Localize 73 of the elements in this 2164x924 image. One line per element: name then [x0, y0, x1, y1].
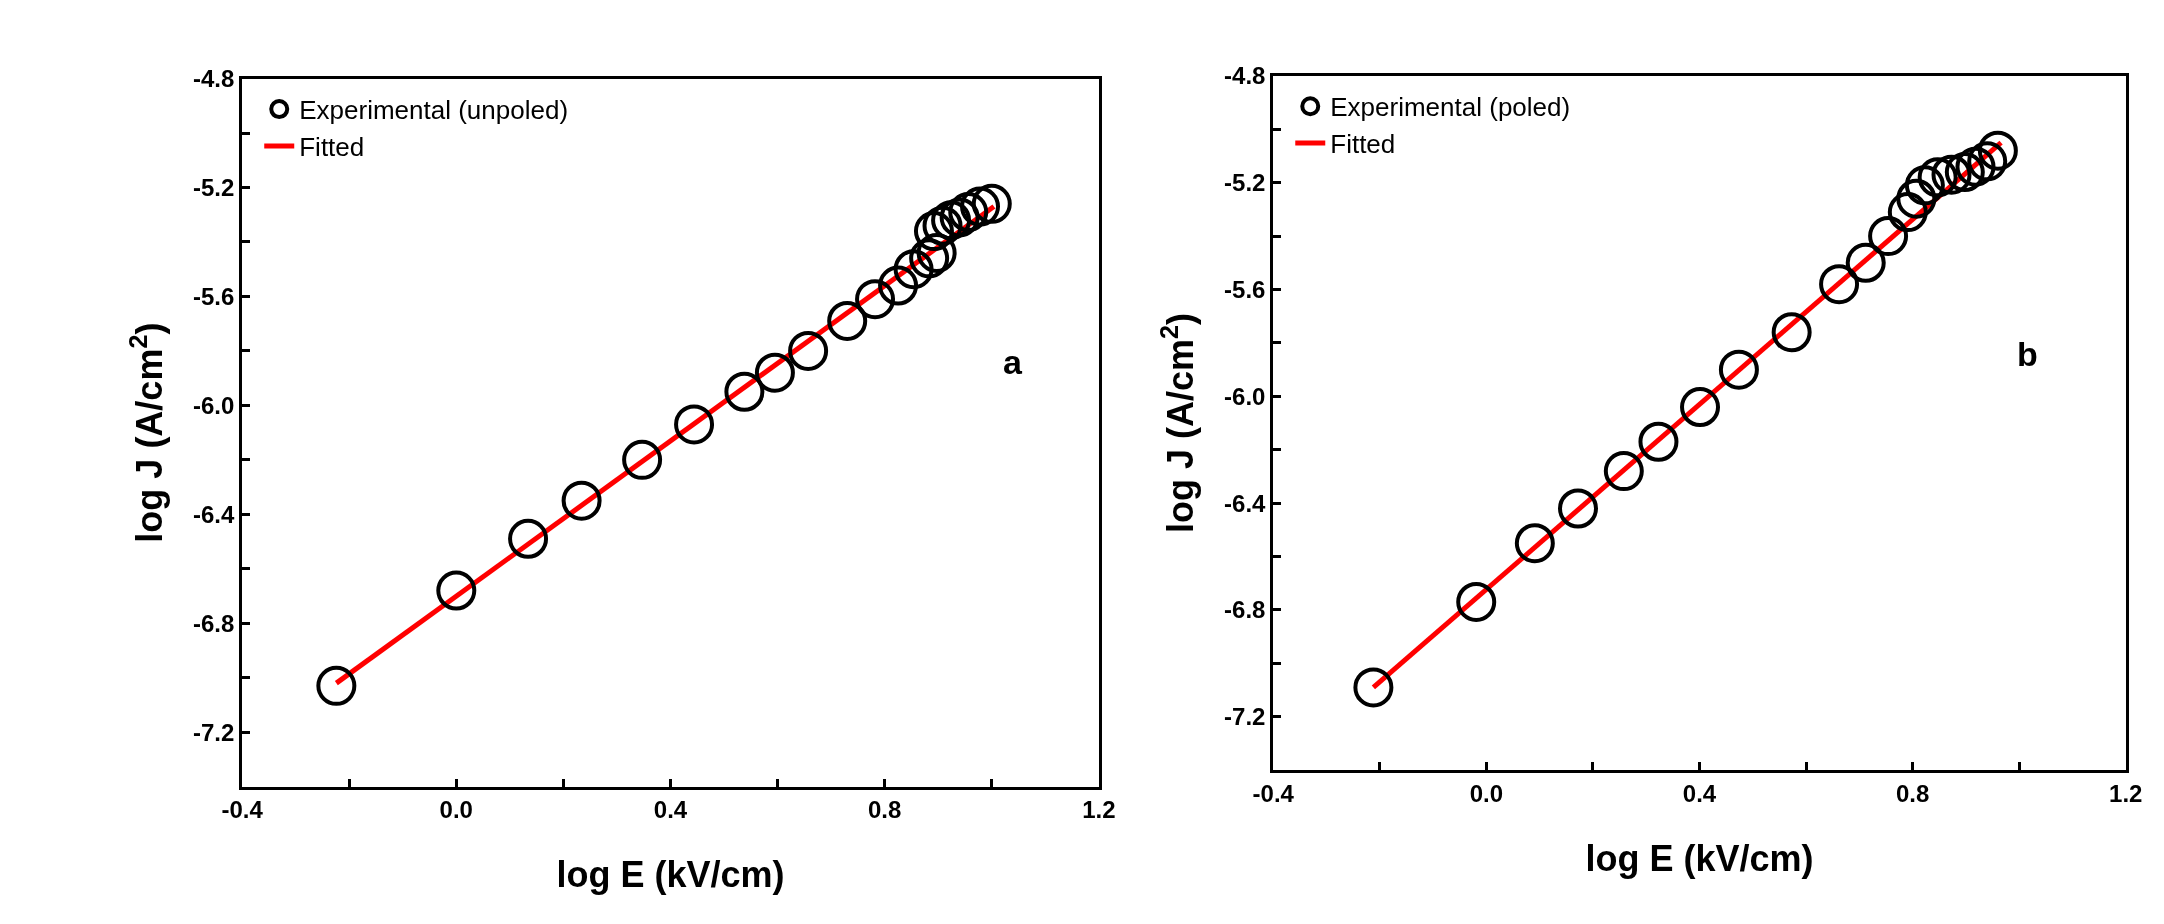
y-tick-label: -5.2 — [1224, 169, 1266, 197]
point — [1845, 242, 1886, 283]
point — [1718, 349, 1759, 390]
x-tick-label: 0.4 — [653, 796, 688, 824]
point — [674, 404, 715, 445]
point — [948, 192, 989, 233]
point — [561, 480, 602, 521]
x-tick-label: 0.8 — [1895, 780, 1930, 808]
annotation: a — [1003, 343, 1023, 381]
point — [1967, 141, 2008, 182]
legend-label: Experimental (poled) — [1330, 92, 1571, 123]
y-tick-label: -7.2 — [192, 718, 235, 746]
point — [1353, 667, 1394, 708]
point — [1638, 421, 1679, 462]
point — [1603, 451, 1644, 492]
y-tick-label: -6.0 — [192, 391, 235, 419]
point — [1896, 178, 1937, 219]
point — [1977, 130, 2018, 171]
y-tick-label: -5.6 — [1224, 275, 1266, 303]
x-tick-label: 0.0 — [1469, 780, 1504, 808]
point — [1771, 312, 1812, 353]
point — [913, 211, 954, 252]
y-tick-label: -6.4 — [1224, 489, 1267, 517]
point — [1680, 387, 1721, 427]
legend-label: Experimental (unpoled) — [299, 95, 569, 126]
point — [1931, 154, 1972, 195]
x-tick-label: -0.4 — [1252, 780, 1295, 808]
point — [893, 249, 934, 290]
x-tick-label: 0.8 — [868, 796, 902, 824]
point — [971, 183, 1012, 224]
y-tick-label: -6.0 — [1224, 382, 1266, 410]
x-axis-title: log E (kV/cm) — [556, 854, 785, 896]
point — [724, 371, 765, 412]
point — [1456, 581, 1497, 622]
point — [1944, 152, 1985, 192]
x-tick-label: 1.2 — [2109, 780, 2143, 808]
point — [909, 238, 950, 279]
x-tick-label: 1.2 — [1082, 796, 1116, 824]
point — [1955, 146, 1996, 187]
point — [827, 300, 868, 341]
point — [855, 279, 896, 320]
y-tick-label: -5.6 — [192, 282, 235, 310]
x-tick-label: -0.4 — [221, 796, 264, 824]
point — [1887, 192, 1928, 233]
point — [1819, 264, 1860, 305]
point — [1904, 165, 1945, 206]
y-tick-label: -6.8 — [192, 609, 235, 637]
x-tick-label: 0.4 — [1682, 780, 1717, 808]
y-tick-label: -5.2 — [192, 173, 235, 201]
y-tick-label: -6.4 — [192, 500, 235, 528]
legend-label: Fitted — [1330, 129, 1396, 160]
point — [960, 186, 1000, 227]
x-tick-label: 0.0 — [439, 796, 473, 824]
point — [754, 352, 795, 393]
point — [1868, 216, 1909, 257]
y-tick-label: -4.8 — [1224, 62, 1266, 90]
annotation: b — [2017, 335, 2038, 373]
point — [316, 665, 357, 706]
y-tick-label: -4.8 — [192, 65, 235, 93]
x-axis-title: log E (kV/cm) — [1585, 837, 1814, 879]
point — [436, 570, 477, 611]
point — [1514, 523, 1555, 564]
legend-label: Fitted — [299, 132, 365, 163]
y-tick-label: -6.8 — [1224, 596, 1266, 624]
y-tick-label: -7.2 — [1224, 703, 1266, 731]
point — [788, 330, 829, 371]
point — [622, 439, 663, 480]
point — [922, 205, 963, 246]
point — [508, 518, 549, 559]
point — [1917, 157, 1958, 198]
point — [1558, 488, 1598, 529]
point — [916, 232, 957, 273]
point — [878, 265, 919, 306]
